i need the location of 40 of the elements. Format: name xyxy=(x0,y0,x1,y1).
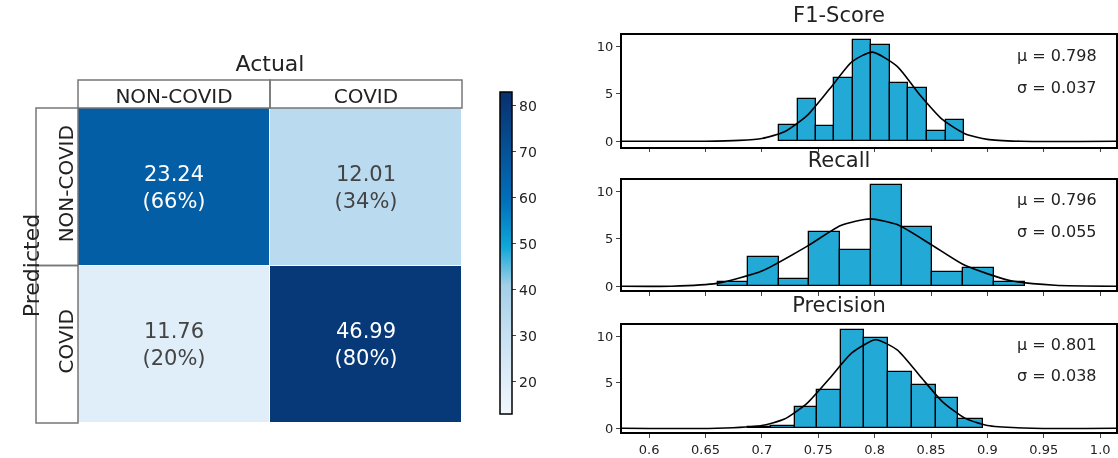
color-bar-label: 20 xyxy=(519,373,537,390)
data-label: 11.76 (20%) xyxy=(142,318,206,370)
x-tick-label: 0.85 xyxy=(916,441,946,457)
y-tick-label: 0 xyxy=(605,420,614,436)
annotation: σ = 0.037 xyxy=(1017,78,1097,97)
chart-title: Precision xyxy=(792,292,886,317)
annotation: σ = 0.038 xyxy=(1017,366,1097,385)
x-axis-title: Actual xyxy=(235,50,305,76)
y-tick-label: 10 xyxy=(596,328,614,344)
y-tick-label: 0 xyxy=(605,278,614,294)
data-label: 12.01 (34%) xyxy=(334,161,398,213)
y-tick-label: 0 xyxy=(605,133,614,149)
annotation: μ = 0.798 xyxy=(1017,46,1097,65)
annotation: σ = 0.055 xyxy=(1017,222,1097,241)
color-bar-label: 40 xyxy=(519,281,537,298)
data-label: 46.99 (80%) xyxy=(334,318,398,370)
data-label: 23.24 (66%) xyxy=(142,161,206,213)
x-tick-label: 0.7 xyxy=(751,441,773,457)
y-tick-label: 5 xyxy=(605,374,614,390)
x-tick-label: 0.75 xyxy=(803,441,833,457)
color-bar-label: 70 xyxy=(519,143,537,160)
x-tick-label: 0.8 xyxy=(864,441,885,457)
x-tick-label: 1.0 xyxy=(1089,441,1111,457)
color-bar-label: 80 xyxy=(519,97,537,114)
annotation: μ = 0.801 xyxy=(1017,335,1097,354)
color-bar-label: 30 xyxy=(519,327,537,344)
chart-title: Recall xyxy=(807,147,871,172)
y-tick-label: 5 xyxy=(605,86,614,102)
x-tick-label: 0.65 xyxy=(690,441,720,457)
y-tick-label: 10 xyxy=(596,38,614,54)
color-bar-label: 60 xyxy=(519,189,537,206)
x-tick-label: 0.9 xyxy=(977,441,998,457)
x-tick-label: 0.95 xyxy=(1029,441,1059,457)
y-tick-label: 10 xyxy=(596,183,614,199)
annotation: μ = 0.796 xyxy=(1017,190,1097,209)
chart-title: F1-Score xyxy=(793,2,885,27)
y-tick-label: 5 xyxy=(605,231,614,247)
color-bar-label: 50 xyxy=(519,235,537,252)
y-axis-title: Predicted xyxy=(18,213,44,318)
x-tick-label: 0.6 xyxy=(638,441,660,457)
